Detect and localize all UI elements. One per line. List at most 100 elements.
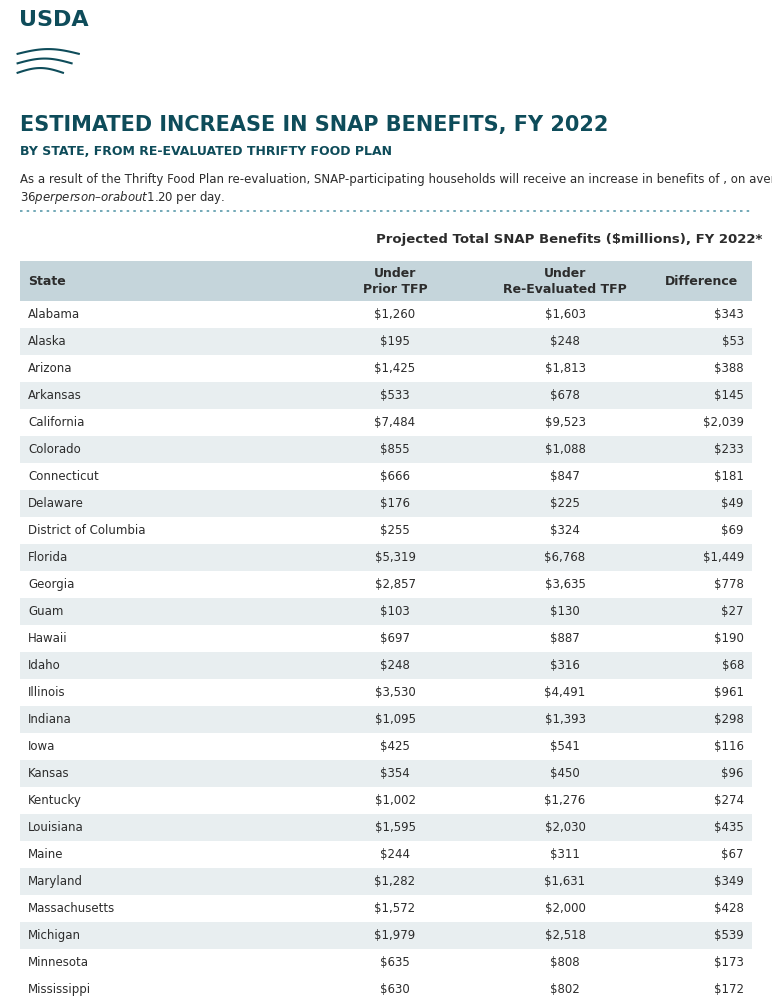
Text: $2,030: $2,030: [544, 821, 585, 834]
Text: $173: $173: [714, 956, 744, 969]
Text: Florida: Florida: [28, 551, 68, 564]
Text: $539: $539: [714, 929, 744, 942]
Text: $248: $248: [550, 335, 580, 348]
Text: $425: $425: [380, 740, 410, 753]
Text: $1,595: $1,595: [374, 821, 415, 834]
Text: Projected Total SNAP Benefits ($millions), FY 2022*: Projected Total SNAP Benefits ($millions…: [376, 233, 762, 246]
Text: $225: $225: [550, 497, 580, 510]
Text: $697: $697: [380, 632, 410, 645]
Bar: [20, 571, 752, 598]
Text: $388: $388: [714, 362, 744, 375]
Text: $1,979: $1,979: [374, 929, 415, 942]
Text: $1,095: $1,095: [374, 713, 415, 726]
Text: $53: $53: [722, 335, 744, 348]
Text: $2,518: $2,518: [544, 929, 585, 942]
Text: Kentucky: Kentucky: [28, 794, 82, 807]
Text: $116: $116: [714, 740, 744, 753]
Text: $1,276: $1,276: [544, 794, 586, 807]
Text: Massachusetts: Massachusetts: [28, 902, 115, 915]
Text: BY STATE, FROM RE-EVALUATED THRIFTY FOOD PLAN: BY STATE, FROM RE-EVALUATED THRIFTY FOOD…: [20, 145, 392, 158]
Bar: [14, 8, 86, 87]
Bar: [20, 625, 752, 652]
Text: USDA is an equal opportunity provider, employer, and lender.: USDA is an equal opportunity provider, e…: [20, 970, 384, 982]
Text: $3,635: $3,635: [544, 578, 585, 591]
Text: $1,393: $1,393: [544, 713, 585, 726]
Text: $354: $354: [380, 767, 410, 780]
Text: $324: $324: [550, 524, 580, 537]
Text: $36 per person – or about $1.20 per day.: $36 per person – or about $1.20 per day.: [20, 189, 225, 206]
Text: $1,813: $1,813: [544, 362, 585, 375]
Bar: [20, 679, 752, 706]
Text: $1,631: $1,631: [544, 875, 586, 888]
Bar: [20, 733, 752, 760]
Text: State: State: [28, 275, 66, 288]
Text: $298: $298: [714, 713, 744, 726]
Text: $3,530: $3,530: [374, 686, 415, 699]
Text: Arizona: Arizona: [28, 362, 73, 375]
Text: $778: $778: [714, 578, 744, 591]
Bar: [20, 976, 752, 1000]
Bar: [20, 261, 752, 301]
Text: $103: $103: [380, 605, 410, 618]
Text: $1,425: $1,425: [374, 362, 415, 375]
Text: $961: $961: [714, 686, 744, 699]
Text: Arkansas: Arkansas: [28, 389, 82, 402]
Bar: [20, 949, 752, 976]
Bar: [20, 652, 752, 679]
Text: $68: $68: [722, 659, 744, 672]
Bar: [20, 436, 752, 463]
Text: $7,484: $7,484: [374, 416, 415, 429]
Text: $190: $190: [714, 632, 744, 645]
Text: U.S. DEPARTMENT OF AGRICULTURE: U.S. DEPARTMENT OF AGRICULTURE: [100, 50, 310, 63]
Text: Connecticut: Connecticut: [28, 470, 99, 483]
Text: Delaware: Delaware: [28, 497, 84, 510]
Text: $450: $450: [550, 767, 580, 780]
Text: Hawaii: Hawaii: [28, 632, 68, 645]
Text: $311: $311: [550, 848, 580, 861]
Text: $316: $316: [550, 659, 580, 672]
Text: $533: $533: [380, 389, 410, 402]
Text: Under
Re-Evaluated TFP: Under Re-Evaluated TFP: [503, 267, 627, 296]
Text: California: California: [28, 416, 84, 429]
Bar: [20, 355, 752, 382]
Text: $1,088: $1,088: [544, 443, 585, 456]
Bar: [20, 544, 752, 571]
Bar: [20, 517, 752, 544]
Text: Difference: Difference: [665, 275, 737, 288]
Bar: [20, 382, 752, 409]
Text: $1,260: $1,260: [374, 308, 415, 321]
Bar: [20, 814, 752, 841]
Text: As a result of the Thrifty Food Plan re-evaluation, SNAP-participating household: As a result of the Thrifty Food Plan re-…: [20, 173, 772, 186]
Text: $181: $181: [714, 470, 744, 483]
Bar: [20, 868, 752, 895]
Text: $855: $855: [380, 443, 410, 456]
Text: $9,523: $9,523: [544, 416, 585, 429]
Text: USDA: USDA: [19, 10, 89, 30]
Text: $343: $343: [714, 308, 744, 321]
Text: $5,319: $5,319: [374, 551, 415, 564]
Text: Minnesota: Minnesota: [28, 956, 89, 969]
Bar: [20, 409, 752, 436]
Bar: [20, 598, 752, 625]
Text: $847: $847: [550, 470, 580, 483]
Text: $1,603: $1,603: [544, 308, 585, 321]
Bar: [20, 328, 752, 355]
Bar: [20, 463, 752, 490]
Text: District of Columbia: District of Columbia: [28, 524, 145, 537]
Text: Michigan: Michigan: [28, 929, 81, 942]
Text: Idaho: Idaho: [28, 659, 61, 672]
Text: $2,039: $2,039: [703, 416, 744, 429]
Text: $2,000: $2,000: [544, 902, 585, 915]
Bar: [20, 841, 752, 868]
Bar: [20, 787, 752, 814]
Text: Illinois: Illinois: [28, 686, 66, 699]
Bar: [20, 301, 752, 328]
Text: $887: $887: [550, 632, 580, 645]
Text: $630: $630: [380, 983, 410, 996]
Bar: [20, 760, 752, 787]
Text: ESTIMATED INCREASE IN SNAP BENEFITS, FY 2022: ESTIMATED INCREASE IN SNAP BENEFITS, FY …: [20, 115, 608, 135]
Text: $541: $541: [550, 740, 580, 753]
Text: $802: $802: [550, 983, 580, 996]
Text: $67: $67: [722, 848, 744, 861]
Text: $1,282: $1,282: [374, 875, 415, 888]
